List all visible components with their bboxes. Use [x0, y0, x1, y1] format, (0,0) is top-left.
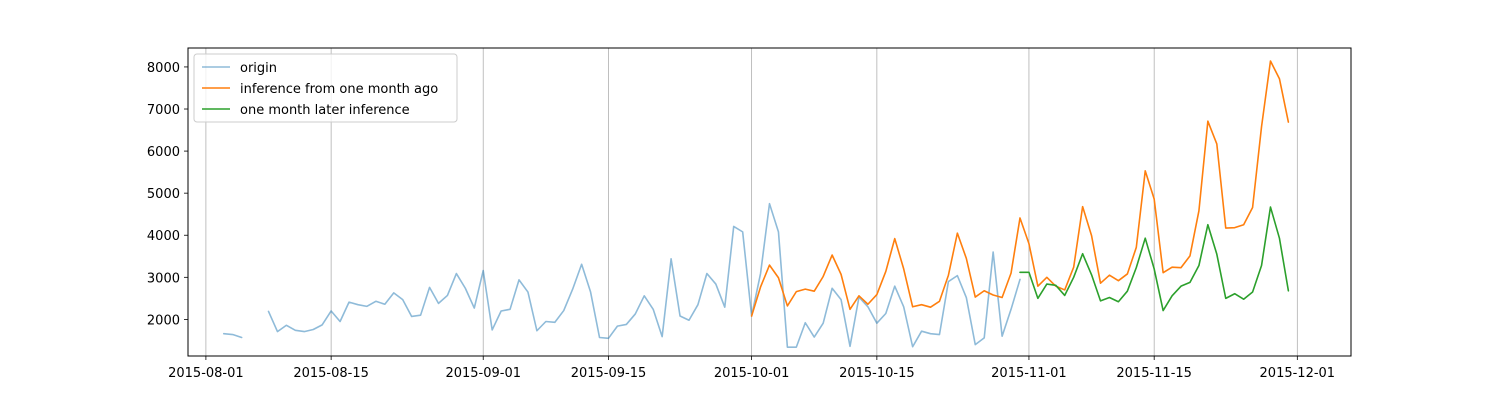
- legend: origin inference from one month ago one mo…: [193, 53, 458, 123]
- x-axis: 2015-08-01 2015-08-15 2015-09-01 2015-09-15…: [168, 356, 1335, 381]
- x-tick-label: 2015-09-01: [445, 366, 521, 381]
- x-tick-label: 2015-11-01: [991, 366, 1067, 381]
- legend-label: inference from one month ago: [240, 82, 438, 97]
- x-tick-label: 2015-11-15: [1116, 366, 1192, 381]
- x-tick-label: 2015-12-01: [1260, 366, 1336, 381]
- y-tick-label: 5000: [147, 187, 180, 202]
- series-2: [1019, 206, 1290, 312]
- legend-box: [193, 53, 458, 123]
- y-tick-label: 8000: [147, 61, 180, 76]
- x-tick-label: 2015-10-01: [714, 366, 790, 381]
- series-line: [750, 60, 1290, 317]
- series-1: [750, 60, 1290, 317]
- y-tick-label: 2000: [147, 313, 180, 328]
- y-tick-label: 6000: [147, 145, 180, 160]
- x-tick-label: 2015-09-15: [571, 366, 647, 381]
- plot-frame: [187, 47, 1352, 357]
- legend-label: one month later inference: [240, 103, 410, 118]
- x-tick-label: 2015-08-15: [293, 366, 369, 381]
- x-tick-label: 2015-08-01: [168, 366, 244, 381]
- y-tick-label: 4000: [147, 229, 180, 244]
- y-tick-label: 3000: [147, 271, 180, 286]
- series-0: [222, 202, 1021, 348]
- legend-label: origin: [240, 61, 277, 76]
- series-line: [267, 202, 1021, 348]
- y-axis: 2000 3000 4000 5000 6000 7000 8000: [147, 61, 188, 328]
- series-line: [222, 332, 243, 339]
- series-line: [1019, 206, 1290, 312]
- series-lines: [222, 60, 1290, 348]
- y-tick-label: 7000: [147, 103, 180, 118]
- x-tick-label: 2015-10-15: [839, 366, 915, 381]
